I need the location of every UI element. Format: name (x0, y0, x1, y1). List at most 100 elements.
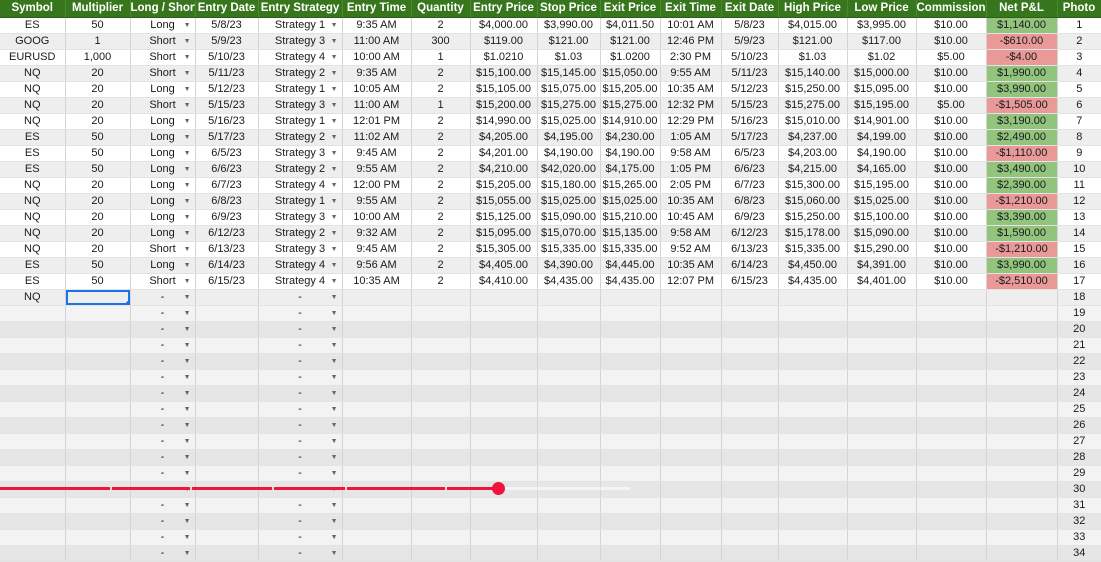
cell-high-price[interactable]: $15,300.00 (778, 177, 848, 194)
cell-entry-price[interactable]: $15,205.00 (470, 177, 538, 194)
cell-low-price[interactable]: $15,195.00 (847, 97, 917, 114)
cell-entry-date[interactable]: 6/12/23 (195, 225, 259, 242)
cell-symbol[interactable] (0, 497, 66, 514)
cell-high-price[interactable]: $4,203.00 (778, 145, 848, 162)
cell-entry-date[interactable]: 6/8/23 (195, 193, 259, 210)
cell-entry-strategy[interactable]: -▼ (258, 465, 343, 482)
cell-high-price[interactable]: $15,010.00 (778, 113, 848, 130)
cell-entry-date[interactable] (195, 401, 259, 418)
cell-high-price[interactable]: $15,178.00 (778, 225, 848, 242)
cell-symbol[interactable] (0, 321, 66, 338)
cell-long-short[interactable]: -▼ (130, 385, 196, 402)
column-header-stop-price[interactable]: Stop Price (537, 0, 601, 18)
cell-multiplier[interactable] (65, 497, 131, 514)
cell-stop-price[interactable]: $121.00 (537, 33, 601, 50)
cell-commission[interactable]: $5.00 (916, 49, 987, 66)
cell-quantity[interactable] (411, 545, 471, 562)
chevron-down-icon[interactable]: ▼ (330, 165, 338, 173)
cell-exit-date[interactable]: 6/14/23 (721, 257, 779, 274)
cell-net-pnl[interactable]: $3,990.00 (986, 257, 1058, 274)
cell-quantity[interactable] (411, 337, 471, 354)
cell-entry-price[interactable]: $15,105.00 (470, 81, 538, 98)
cell-net-pnl[interactable]: $2,390.00 (986, 177, 1058, 194)
cell-entry-strategy[interactable]: Strategy 1 ▼ (258, 193, 343, 210)
cell-exit-date[interactable] (721, 497, 779, 514)
cell-high-price[interactable]: $1.03 (778, 49, 848, 66)
cell-symbol[interactable]: NQ (0, 81, 66, 98)
cell-entry-time[interactable] (342, 353, 412, 370)
cell-stop-price[interactable] (537, 529, 601, 546)
cell-entry-price[interactable] (470, 465, 538, 482)
cell-exit-time[interactable]: 9:58 AM (660, 145, 722, 162)
cell-high-price[interactable] (778, 337, 848, 354)
cell-entry-time[interactable] (342, 305, 412, 322)
cell-stop-price[interactable] (537, 513, 601, 530)
cell-entry-time[interactable] (342, 289, 412, 306)
cell-stop-price[interactable]: $15,180.00 (537, 177, 601, 194)
cell-high-price[interactable] (778, 529, 848, 546)
cell-entry-strategy[interactable]: -▼ (258, 337, 343, 354)
cell-entry-time[interactable]: 12:00 PM (342, 177, 412, 194)
cell-exit-time[interactable]: 1:05 AM (660, 129, 722, 146)
cell-symbol[interactable]: ES (0, 273, 66, 290)
cell-exit-date[interactable] (721, 337, 779, 354)
cell-long-short[interactable]: Short ▼ (130, 65, 196, 82)
cell-entry-date[interactable]: 5/9/23 (195, 33, 259, 50)
cell-high-price[interactable]: $121.00 (778, 33, 848, 50)
cell-quantity[interactable] (411, 497, 471, 514)
cell-high-price[interactable]: $15,250.00 (778, 209, 848, 226)
cell-entry-time[interactable]: 9:45 AM (342, 241, 412, 258)
cell-exit-date[interactable]: 6/7/23 (721, 177, 779, 194)
cell-exit-date[interactable] (721, 529, 779, 546)
cell-exit-time[interactable] (660, 513, 722, 530)
cell-net-pnl[interactable]: -$610.00 (986, 33, 1058, 50)
cell-exit-time[interactable] (660, 353, 722, 370)
cell-entry-price[interactable] (470, 337, 538, 354)
cell-exit-price[interactable] (600, 465, 661, 482)
cell-exit-time[interactable]: 12:07 PM (660, 273, 722, 290)
cell-exit-price[interactable]: $15,210.00 (600, 209, 661, 226)
cell-exit-price[interactable] (600, 401, 661, 418)
cell-entry-time[interactable] (342, 385, 412, 402)
chevron-down-icon[interactable]: ▼ (183, 181, 191, 189)
cell-quantity[interactable]: 2 (411, 177, 471, 194)
cell-exit-price[interactable]: $15,335.00 (600, 241, 661, 258)
cell-commission[interactable]: $10.00 (916, 81, 987, 98)
cell-entry-date[interactable]: 6/7/23 (195, 177, 259, 194)
cell-quantity[interactable] (411, 289, 471, 306)
chevron-down-icon[interactable]: ▼ (330, 469, 338, 477)
chevron-down-icon[interactable]: ▼ (183, 501, 191, 509)
cell-exit-time[interactable]: 12:46 PM (660, 33, 722, 50)
cell-exit-date[interactable]: 6/13/23 (721, 241, 779, 258)
cell-entry-time[interactable]: 9:32 AM (342, 225, 412, 242)
cell-entry-date[interactable] (195, 369, 259, 386)
cell-symbol[interactable]: NQ (0, 193, 66, 210)
chevron-down-icon[interactable]: ▼ (330, 229, 338, 237)
cell-entry-date[interactable] (195, 385, 259, 402)
cell-entry-price[interactable] (470, 385, 538, 402)
cell-low-price[interactable]: $15,100.00 (847, 209, 917, 226)
cell-quantity[interactable]: 1 (411, 97, 471, 114)
cell-low-price[interactable]: $15,090.00 (847, 225, 917, 242)
cell-multiplier[interactable]: 1,000 (65, 49, 131, 66)
cell-commission[interactable] (916, 497, 987, 514)
cell-net-pnl[interactable] (986, 417, 1058, 434)
cell-entry-strategy[interactable]: Strategy 4 ▼ (258, 49, 343, 66)
chevron-down-icon[interactable]: ▼ (183, 533, 191, 541)
cell-high-price[interactable]: $15,250.00 (778, 81, 848, 98)
cell-entry-price[interactable]: $1.0210 (470, 49, 538, 66)
cell-symbol[interactable]: NQ (0, 209, 66, 226)
cell-entry-time[interactable] (342, 545, 412, 562)
cell-stop-price[interactable]: $15,070.00 (537, 225, 601, 242)
cell-exit-date[interactable]: 6/6/23 (721, 161, 779, 178)
cell-entry-strategy[interactable]: -▼ (258, 417, 343, 434)
cell-symbol[interactable]: NQ (0, 65, 66, 82)
cell-exit-date[interactable] (721, 385, 779, 402)
cell-stop-price[interactable]: $15,025.00 (537, 113, 601, 130)
cell-stop-price[interactable]: $4,190.00 (537, 145, 601, 162)
cell-stop-price[interactable] (537, 545, 601, 562)
cell-low-price[interactable]: $15,195.00 (847, 177, 917, 194)
cell-multiplier[interactable] (65, 513, 131, 530)
cell-stop-price[interactable] (537, 289, 601, 306)
cell-exit-price[interactable]: $4,230.00 (600, 129, 661, 146)
